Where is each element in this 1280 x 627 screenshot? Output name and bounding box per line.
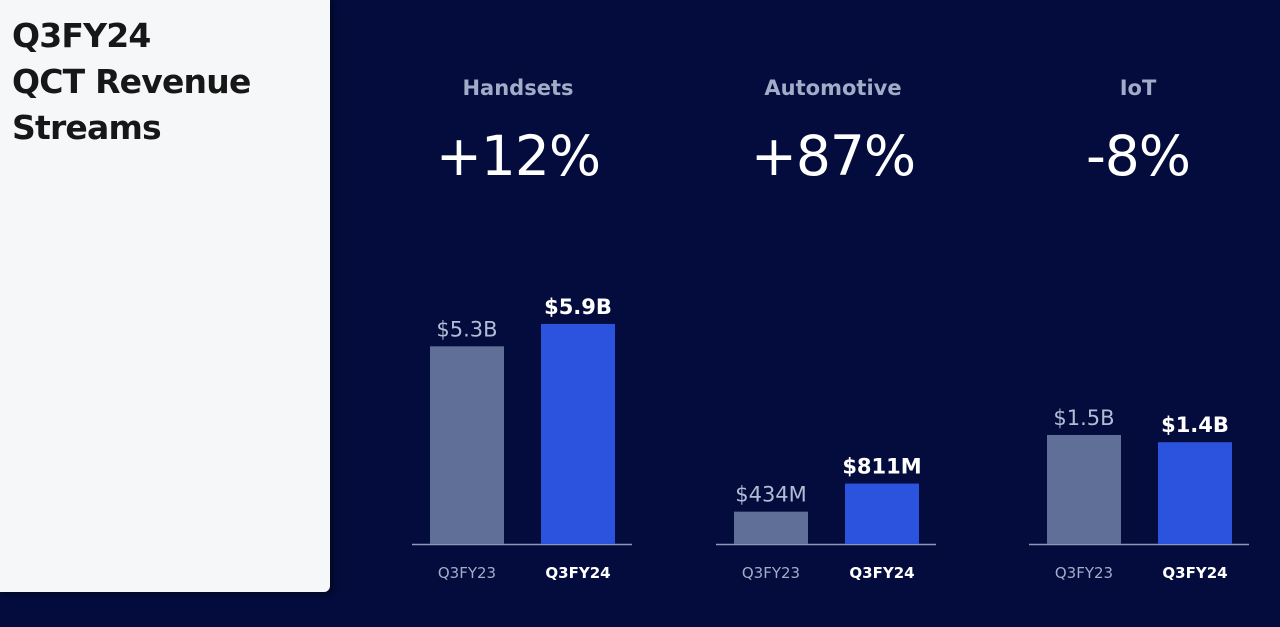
iot-data-label-q3fy23: $1.5B	[1053, 406, 1114, 430]
automotive-data-label-q3fy23: $434M	[735, 483, 807, 507]
iot-bar-q3fy24	[1158, 442, 1232, 544]
automotive-bar-q3fy24	[845, 483, 919, 544]
handsets-tick-label-q3fy23: Q3FY23	[438, 564, 496, 582]
handsets-bar-q3fy23	[430, 346, 504, 544]
title-panel: Q3FY24 QCT Revenue Streams	[0, 0, 330, 592]
automotive-bar-q3fy23	[734, 511, 808, 544]
iot-tick-label-q3fy23: Q3FY23	[1055, 564, 1113, 582]
handsets-bar-q3fy24	[541, 323, 615, 544]
automotive-category-label: Automotive	[764, 76, 902, 100]
handsets-category-label: Handsets	[462, 76, 574, 100]
page-title-line-3: Streams	[12, 108, 162, 147]
iot-tick-label-q3fy24: Q3FY24	[1162, 564, 1227, 582]
automotive-growth-value: +87%	[750, 124, 916, 188]
handsets-data-label-q3fy24: $5.9B	[544, 295, 612, 319]
iot-bar-q3fy23	[1047, 434, 1121, 544]
iot-data-label-q3fy24: $1.4B	[1161, 413, 1229, 437]
iot-growth-value: -8%	[1085, 124, 1191, 188]
handsets-growth-value: +12%	[435, 124, 601, 188]
iot-category-label: IoT	[1119, 76, 1157, 100]
handsets-data-label-q3fy23: $5.3B	[436, 317, 497, 341]
page-title-line-1: Q3FY24	[12, 16, 151, 55]
handsets-tick-label-q3fy24: Q3FY24	[545, 564, 610, 582]
automotive-tick-label-q3fy24: Q3FY24	[849, 564, 914, 582]
automotive-data-label-q3fy24: $811M	[842, 455, 921, 479]
page-title-line-2: QCT Revenue	[12, 62, 251, 101]
automotive-tick-label-q3fy23: Q3FY23	[742, 564, 800, 582]
